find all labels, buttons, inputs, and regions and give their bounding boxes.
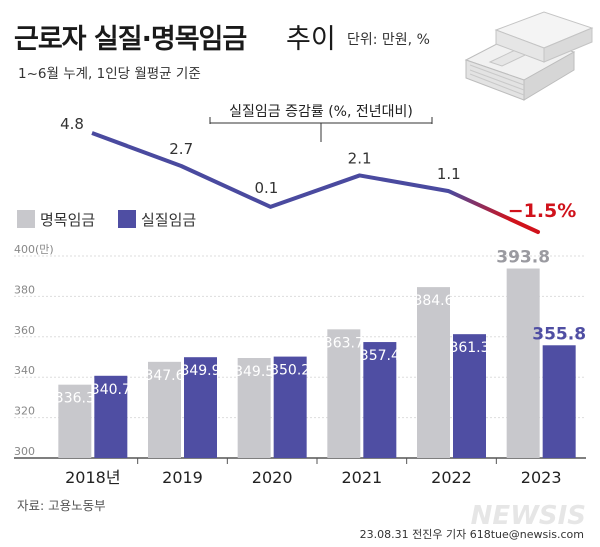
bar-value-label: 363.7	[324, 335, 364, 351]
bar-value-label: 340.7	[91, 382, 131, 398]
line-annotation: 실질임금 증감률 (%, 전년대비)	[229, 104, 413, 120]
line-data-label: 2.7	[169, 140, 193, 158]
bar-value-label: 347.6	[144, 368, 184, 384]
chart-subtitle: 1~6월 누계, 1인당 월평균 기준	[18, 66, 201, 82]
line-data-label: 1.1	[437, 165, 461, 183]
legend-label-nominal: 명목임금	[40, 211, 95, 229]
legend-swatch-nominal	[17, 210, 35, 228]
money-stack-icon	[464, 11, 594, 101]
bar-nominal	[148, 361, 181, 458]
real-wage-growth-line: 4.8 2.7 0.1 2.1 1.1 −1.5%	[60, 115, 577, 234]
bar-nominal	[237, 358, 271, 458]
bar-nominal	[327, 329, 361, 458]
x-tick-label: 2021	[341, 468, 382, 487]
bar-real	[184, 357, 217, 458]
line-series-positive	[91, 131, 450, 209]
bar-real	[94, 375, 128, 458]
chart-title: 근로자 실질·명목임금	[14, 24, 246, 55]
chart-title-suffix: 추이	[286, 24, 336, 55]
line-data-label: −1.5%	[508, 200, 577, 222]
legend: 명목임금 실질임금	[17, 210, 196, 229]
credit-note: 23.08.31 전진우 기자 618tue@newsis.com	[360, 528, 584, 541]
bar-real	[542, 345, 576, 458]
bar-value-label: 357.4	[360, 348, 400, 364]
line-data-label: 4.8	[60, 115, 84, 133]
legend-label-real: 실질임금	[141, 211, 196, 229]
legend-swatch-real	[118, 210, 136, 228]
bar-value-label: 361.3	[449, 340, 489, 356]
x-tick-label: 2019	[162, 468, 203, 487]
annotation-bracket	[209, 117, 433, 142]
x-tick-label: 2022	[431, 468, 472, 487]
line-data-label: 2.1	[348, 149, 372, 167]
y-tick-label: 320	[14, 405, 35, 418]
bar-value-label: 349.5	[234, 364, 274, 380]
y-tick-label: 300	[14, 445, 35, 458]
bar-real	[363, 342, 397, 458]
bar-real	[453, 334, 486, 458]
bar-real	[273, 356, 307, 458]
bar-value-label: 355.8	[532, 324, 586, 344]
bar-nominal	[417, 287, 450, 458]
unit-label: 단위: 만원, %	[347, 32, 430, 48]
bar-value-label: 349.9	[180, 363, 220, 379]
bar-value-label: 384.6	[413, 293, 453, 309]
source-note: 자료: 고용노동부	[17, 498, 106, 513]
y-tick-label: 340	[14, 364, 35, 377]
bar-value-label: 393.8	[496, 248, 550, 268]
bar-nominal	[506, 268, 540, 458]
y-tick-label: 360	[14, 324, 35, 337]
line-data-label: 0.1	[254, 179, 278, 197]
y-tick-label: 380	[14, 283, 35, 296]
newsis-logo: NEWSIS	[471, 501, 586, 531]
x-tick-label: 2023	[521, 468, 562, 487]
bar-nominal	[58, 384, 92, 458]
x-tick-label: 2020	[252, 468, 293, 487]
x-tick-label: 2018년	[65, 468, 120, 487]
bar-value-label: 350.2	[270, 363, 310, 379]
line-series-negative	[446, 189, 540, 234]
y-tick-label: 400(만)	[14, 243, 54, 256]
bar-value-label: 336.3	[55, 391, 95, 407]
